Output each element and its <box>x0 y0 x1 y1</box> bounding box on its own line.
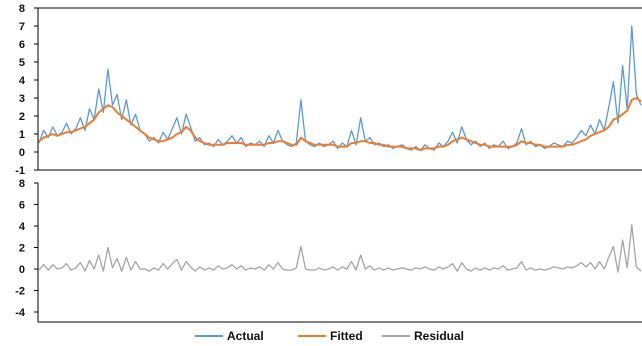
y-tick-label: 4 <box>19 75 26 87</box>
lower-panel: 8 6 4 2 0 -2 -4 <box>15 178 642 323</box>
legend-label-fitted: Fitted <box>330 329 363 343</box>
y-tick-label: 6 <box>19 39 25 51</box>
y-tick-label: -1 <box>15 165 25 177</box>
y-tick-label: 3 <box>19 93 25 105</box>
series-residual-line <box>38 224 642 273</box>
y-tick-label: 8 <box>19 178 25 190</box>
y-tick-label: 7 <box>19 21 25 33</box>
series-fitted-line <box>38 97 642 152</box>
upper-panel: 8 7 6 5 4 3 2 1 0 -1 <box>15 3 642 177</box>
y-tick-label: 1 <box>19 129 25 141</box>
y-tick-label: 2 <box>19 111 25 123</box>
y-tick-label: 2 <box>19 243 25 255</box>
y-tick-label: -4 <box>15 307 26 319</box>
y-tick-label: 0 <box>19 147 25 159</box>
y-tick-label: 4 <box>19 221 26 233</box>
legend-label-actual: Actual <box>227 329 264 343</box>
legend-label-residual: Residual <box>414 329 464 343</box>
legend: Actual Fitted Residual <box>195 329 464 343</box>
y-tick-label: 5 <box>19 57 25 69</box>
series-actual-line <box>38 25 642 151</box>
y-tick-label: 0 <box>19 264 25 276</box>
y-tick-label: 6 <box>19 200 25 212</box>
y-tick-label: -2 <box>15 286 25 298</box>
y-tick-label: 8 <box>19 3 25 15</box>
